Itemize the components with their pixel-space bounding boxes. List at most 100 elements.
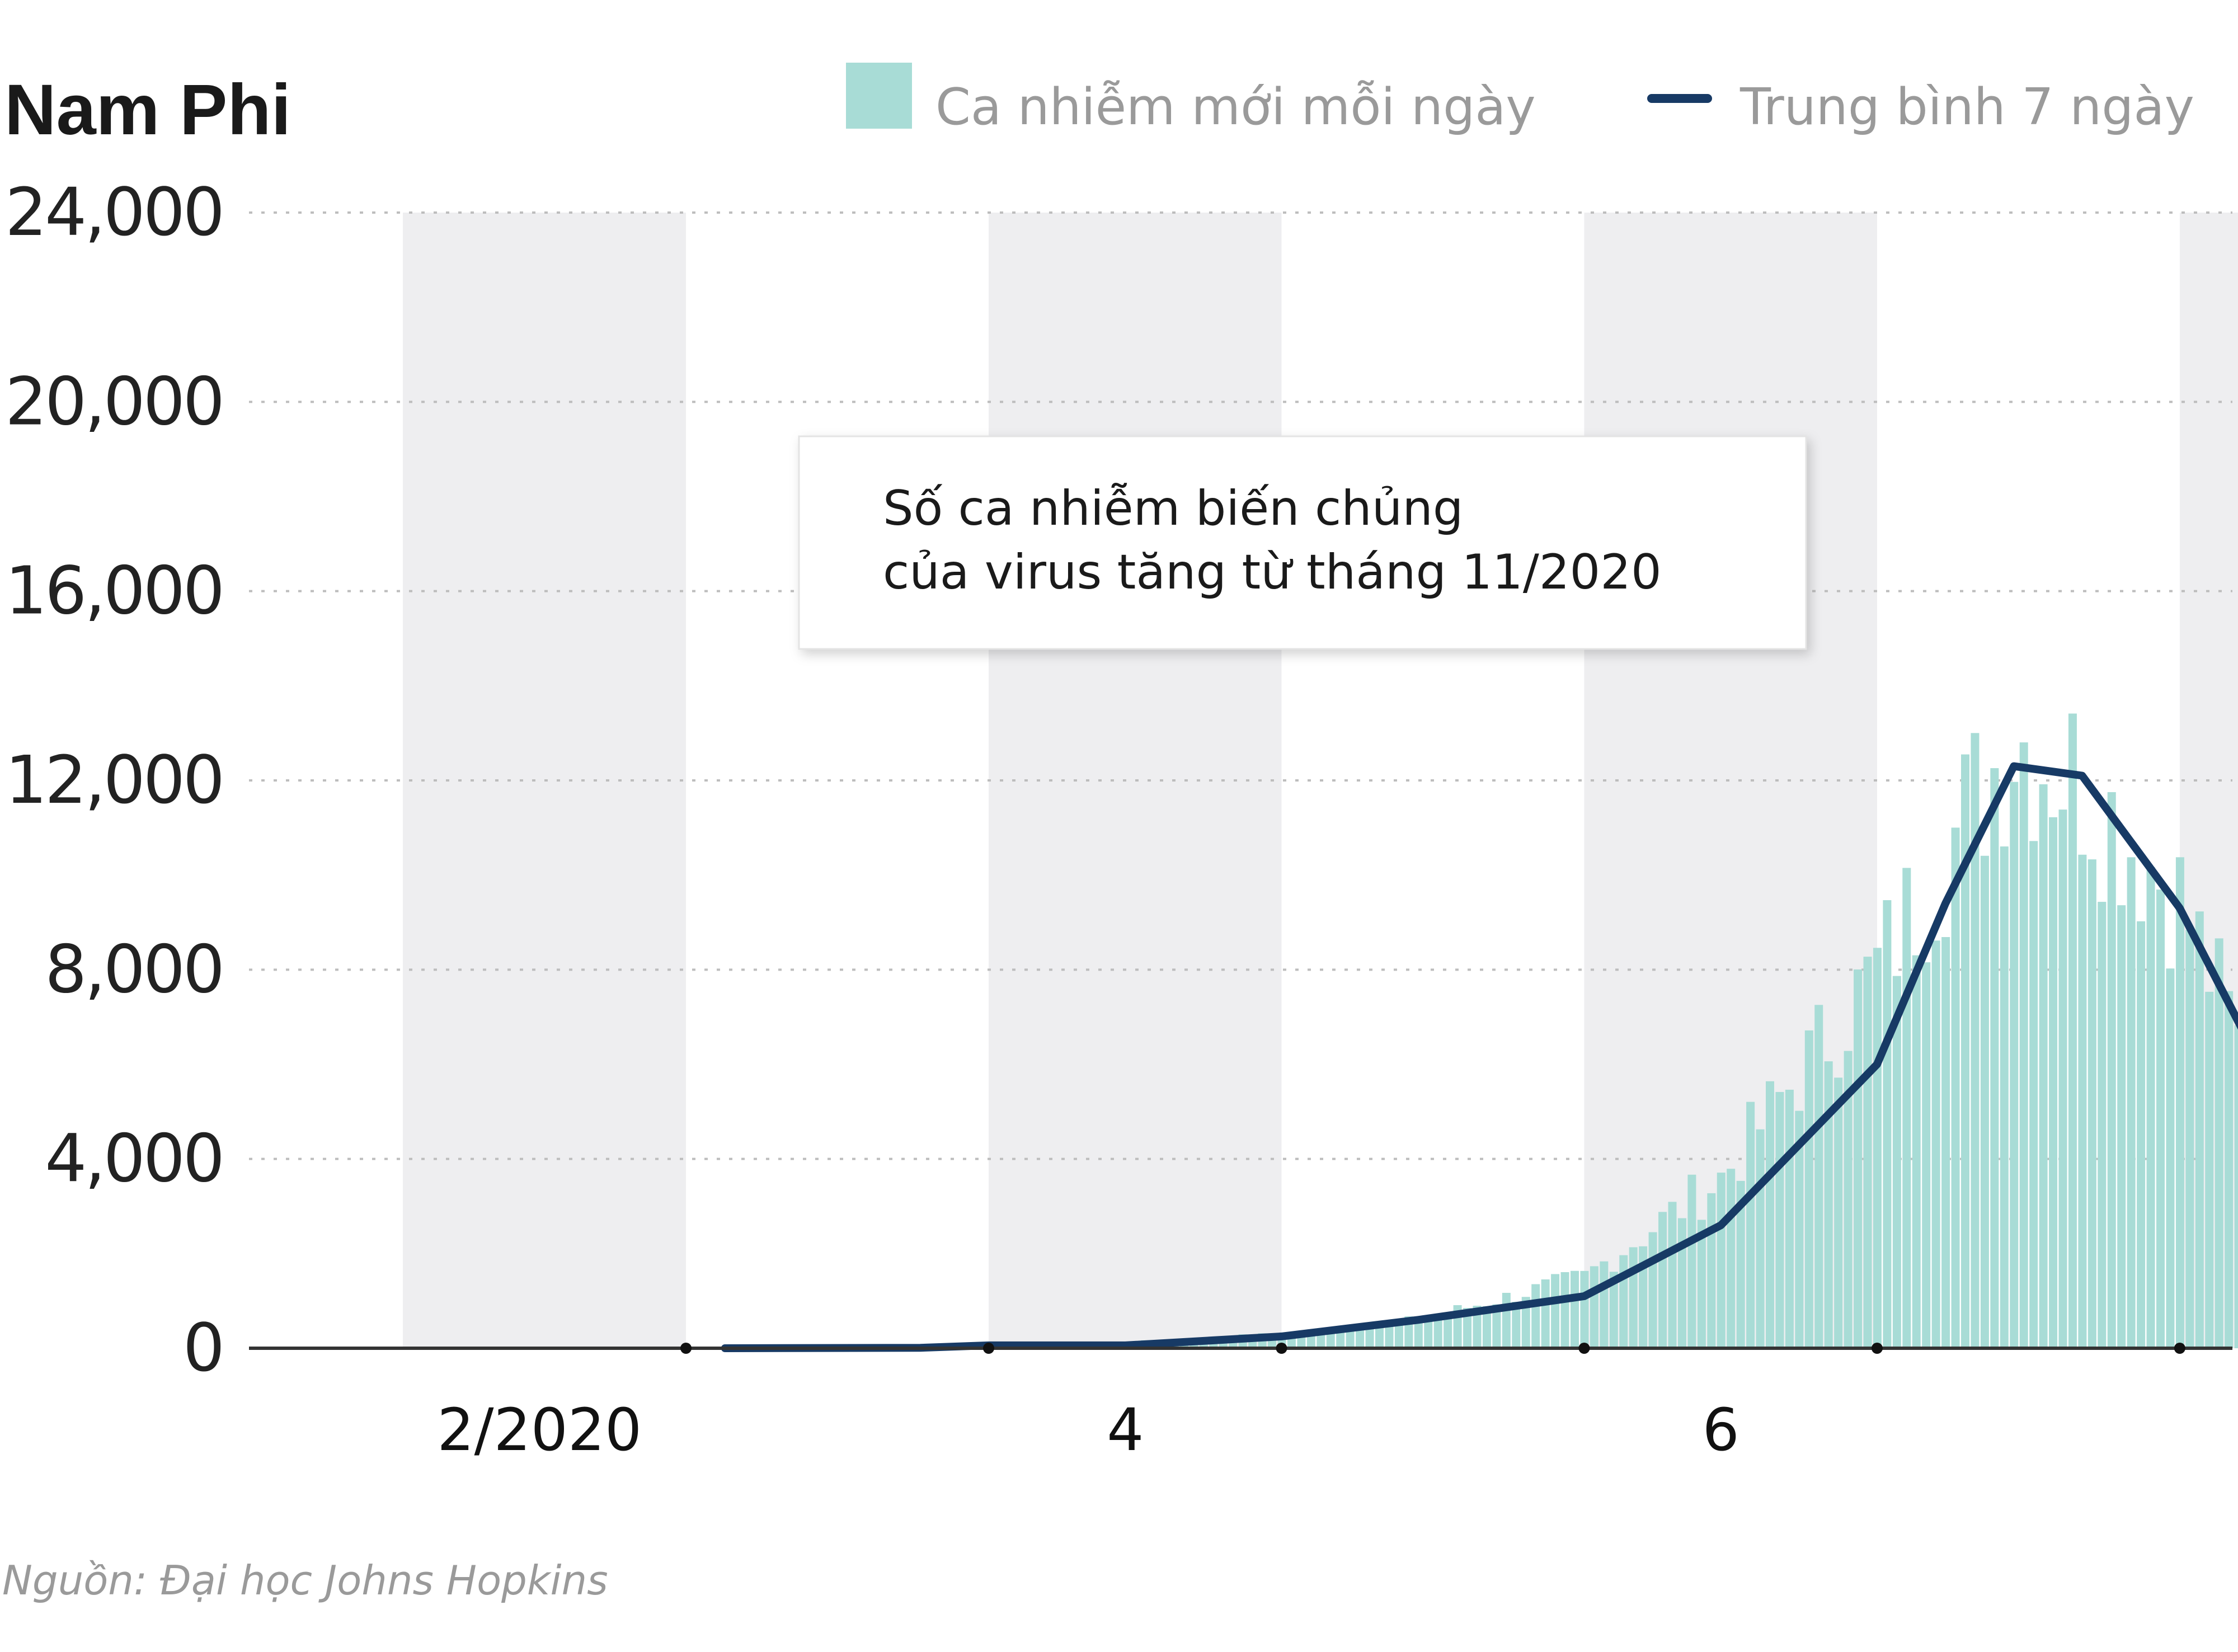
daily-bar [1658, 1212, 1667, 1348]
daily-bar [1717, 1173, 1725, 1348]
daily-bar [1951, 827, 1960, 1348]
daily-bar [1502, 1292, 1511, 1348]
daily-bar [2146, 867, 2155, 1348]
legend-bars-label: Ca nhiễm mới mỗi ngày [935, 78, 1536, 137]
daily-bar [1677, 1218, 1686, 1348]
x-tick-label: 2/2020 [437, 1396, 642, 1464]
daily-bar [1394, 1320, 1403, 1348]
daily-bar [1648, 1232, 1657, 1348]
daily-bar [2156, 889, 2165, 1348]
daily-bar [2058, 809, 2067, 1348]
daily-bar [2107, 792, 2116, 1348]
daily-bar [1707, 1193, 1716, 1348]
daily-bar [1512, 1302, 1521, 1348]
daily-bar [1492, 1304, 1501, 1348]
month-dot [1276, 1343, 1287, 1354]
x-axis-tick-labels: 2/2020468101/2021 [437, 1396, 1739, 1464]
daily-bar [1326, 1331, 1335, 1348]
x-tick-label: 4 [1107, 1396, 1144, 1464]
chart-title: Nam Phi [4, 70, 291, 150]
y-tick-label: 16,000 [5, 552, 223, 629]
daily-bar [1873, 948, 1882, 1348]
daily-bar [1668, 1202, 1677, 1348]
daily-bar [1531, 1284, 1540, 1348]
daily-bar [2185, 930, 2194, 1348]
daily-bar [2039, 784, 2048, 1348]
daily-bar [2068, 713, 2077, 1348]
daily-bar [1356, 1329, 1365, 1348]
daily-bar [1727, 1169, 1736, 1348]
x-axis-month-dots [680, 1343, 2185, 1354]
daily-bar [2127, 857, 2136, 1348]
month-dot [983, 1343, 994, 1354]
daily-bar [1941, 937, 1950, 1348]
daily-bar [1746, 1102, 1755, 1348]
month-dot [1871, 1343, 1883, 1354]
daily-bar [2137, 921, 2146, 1348]
y-tick-label: 24,000 [5, 173, 223, 251]
daily-bar [2166, 968, 2175, 1348]
daily-bar [1609, 1272, 1618, 1348]
daily-bar [1433, 1315, 1442, 1348]
annotation-line-2: của virus tăng từ tháng 11/2020 [883, 544, 1662, 600]
daily-bar [2029, 841, 2038, 1348]
daily-bar [1883, 900, 1892, 1348]
month-dot [2174, 1343, 2185, 1354]
source-note: Nguồn: Đại học Johns Hopkins [2, 1557, 608, 1604]
daily-bar [2215, 938, 2223, 1348]
y-tick-label: 8,000 [45, 930, 223, 1008]
daily-bar [1639, 1246, 1648, 1348]
annotation-callout: Số ca nhiễm biến chủng của virus tăng từ… [798, 435, 1807, 650]
daily-bar [1766, 1081, 1774, 1348]
daily-bar [1482, 1306, 1491, 1348]
daily-bar [1444, 1313, 1452, 1348]
daily-bar [1336, 1330, 1345, 1348]
daily-bar [1365, 1329, 1374, 1348]
daily-bar [1971, 733, 1980, 1348]
daily-bar [2117, 905, 2126, 1348]
daily-bar [2234, 1025, 2238, 1348]
daily-bar [1619, 1255, 1628, 1348]
daily-bar [1824, 1061, 1833, 1348]
annotation-line-1: Số ca nhiễm biến chủng [883, 481, 1463, 536]
daily-bar [1902, 868, 1911, 1348]
daily-bar [1687, 1174, 1696, 1348]
daily-bar [2049, 817, 2058, 1348]
daily-bar [2225, 991, 2234, 1348]
daily-bar [1414, 1321, 1423, 1348]
month-dot [1578, 1343, 1590, 1354]
daily-bar [1912, 955, 1921, 1348]
daily-bar [1756, 1129, 1765, 1348]
daily-bar [2098, 902, 2107, 1348]
daily-bar [2087, 859, 2096, 1348]
daily-bar [1629, 1247, 1638, 1348]
legend-line-label: Trung bình 7 ngày [1739, 78, 2194, 137]
daily-bar [1346, 1327, 1355, 1348]
daily-bar [2019, 742, 2028, 1348]
daily-bar [1990, 768, 1999, 1348]
y-tick-label: 0 [183, 1309, 223, 1386]
daily-bar [1736, 1180, 1745, 1348]
daily-bar [1931, 940, 1940, 1348]
daily-bar [1600, 1261, 1609, 1348]
daily-bar [1804, 1030, 1813, 1348]
daily-bar [2195, 911, 2204, 1348]
daily-bar [1961, 754, 1969, 1348]
y-tick-label: 20,000 [5, 363, 223, 440]
daily-bar [1571, 1270, 1579, 1348]
daily-bar [1580, 1270, 1589, 1348]
daily-bar [2000, 846, 2009, 1348]
month-dot [680, 1343, 692, 1354]
legend-bars-swatch [846, 63, 912, 129]
y-tick-label: 4,000 [45, 1120, 223, 1197]
y-tick-label: 12,000 [5, 741, 223, 818]
daily-bar [1892, 976, 1901, 1348]
x-tick-label: 6 [1703, 1396, 1739, 1464]
daily-bar [1521, 1297, 1530, 1348]
daily-bar [1814, 1005, 1823, 1348]
daily-bar [1560, 1272, 1569, 1348]
daily-bar [1375, 1324, 1384, 1348]
daily-bar [1697, 1220, 1706, 1348]
y-axis-tick-labels: 0 4,000 8,000 12,000 16,000 20,000 24,000 [5, 173, 225, 1386]
